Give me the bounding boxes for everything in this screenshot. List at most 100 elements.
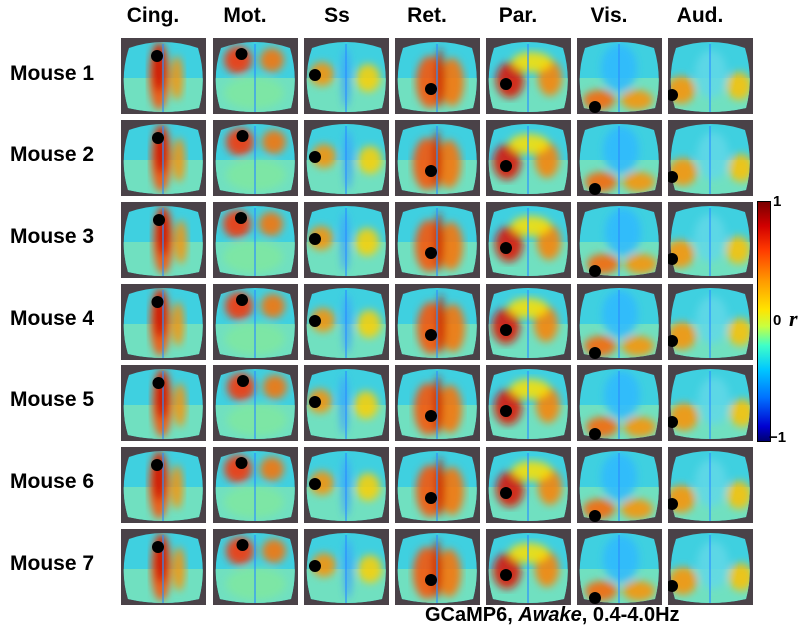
- column-header-par: Par.: [498, 4, 538, 27]
- seed-dot: [309, 233, 321, 245]
- colorbar-max-label: 1: [773, 193, 782, 210]
- correlation-map-tile: [577, 529, 662, 605]
- seed-dot: [309, 560, 321, 572]
- seed-dot: [153, 214, 165, 226]
- correlation-map-tile: [577, 202, 662, 278]
- seed-dot: [425, 247, 437, 259]
- correlation-map-tile: [395, 365, 480, 441]
- correlation-map-tile: [668, 284, 753, 360]
- correlation-map-tile: [668, 529, 753, 605]
- column-header-aud: Aud.: [676, 4, 724, 27]
- correlation-map-tile: [577, 447, 662, 523]
- seed-dot: [668, 498, 678, 510]
- correlation-map-tile: [304, 202, 389, 278]
- row-label-mouse-4: Mouse 4: [10, 307, 95, 330]
- caption-part1: GCaMP6,: [425, 604, 519, 626]
- correlation-map-tile: [121, 202, 206, 278]
- correlation-map-tile: [121, 38, 206, 114]
- colorbar-mid-label: 0: [773, 312, 782, 329]
- correlation-map-tile: [213, 120, 298, 196]
- correlation-map-tile: [668, 447, 753, 523]
- seed-dot: [668, 335, 678, 347]
- correlation-map-tile: [121, 120, 206, 196]
- seed-dot: [236, 539, 249, 551]
- colorbar-symbol: r: [789, 306, 798, 331]
- correlation-map-tile: [121, 284, 206, 360]
- correlation-map-tile: [304, 284, 389, 360]
- correlation-map-tile: [577, 365, 662, 441]
- correlation-map-tile: [577, 284, 662, 360]
- seed-dot: [500, 78, 512, 90]
- correlation-map-tile: [304, 38, 389, 114]
- correlation-map-tile: [121, 447, 206, 523]
- correlation-map-tile: [213, 284, 298, 360]
- seed-dot: [589, 592, 601, 604]
- correlation-map-tile: [213, 38, 298, 114]
- correlation-map-tile: [213, 202, 298, 278]
- seed-dot: [500, 405, 512, 417]
- seed-dot: [589, 183, 601, 195]
- correlation-map-tile: [213, 365, 298, 441]
- correlation-map-tile: [668, 120, 753, 196]
- seed-dot: [235, 48, 248, 60]
- seed-dot: [309, 315, 321, 327]
- seed-dot: [237, 375, 249, 387]
- seed-dot: [500, 569, 512, 581]
- correlation-map-tile: [395, 202, 480, 278]
- seed-dot: [151, 296, 164, 308]
- row-label-mouse-3: Mouse 3: [10, 225, 95, 248]
- column-header-ret: Ret.: [407, 4, 447, 27]
- figure-caption: GCaMP6, Awake, 0.4-4.0Hz: [425, 604, 680, 627]
- caption-state: Awake: [518, 604, 582, 626]
- correlation-map-tile: [395, 284, 480, 360]
- seed-dot: [425, 492, 437, 504]
- seed-dot: [500, 324, 512, 336]
- correlation-map-tile: [121, 365, 206, 441]
- seed-dot: [500, 242, 512, 254]
- seed-dot: [152, 377, 165, 389]
- column-header-vis: Vis.: [590, 4, 628, 27]
- caption-part3: , 0.4-4.0Hz: [581, 604, 680, 626]
- correlation-map-tile: [486, 202, 571, 278]
- correlation-map-tile: [395, 447, 480, 523]
- correlation-map-tile: [213, 447, 298, 523]
- seed-dot: [151, 50, 163, 62]
- column-header-mot: Mot.: [223, 4, 267, 27]
- seed-dot: [668, 253, 678, 265]
- colorbar: [757, 201, 771, 442]
- seed-dot: [235, 457, 248, 469]
- correlation-map-tile: [486, 120, 571, 196]
- correlation-map-tile: [668, 365, 753, 441]
- correlation-map-tile: [486, 365, 571, 441]
- seed-dot: [425, 83, 437, 95]
- correlation-map-tile: [486, 284, 571, 360]
- column-header-ss: Ss: [324, 4, 350, 27]
- seed-dot: [425, 165, 437, 177]
- row-label-mouse-5: Mouse 5: [10, 388, 95, 411]
- seed-dot: [309, 151, 321, 163]
- seed-dot: [668, 416, 678, 428]
- correlation-map-tile: [668, 202, 753, 278]
- correlation-map-tile: [121, 529, 206, 605]
- seed-dot: [425, 410, 437, 422]
- correlation-map-tile: [486, 38, 571, 114]
- correlation-map-tile: [304, 447, 389, 523]
- seed-dot: [500, 160, 512, 172]
- row-label-mouse-7: Mouse 7: [10, 552, 95, 575]
- seed-dot: [589, 265, 601, 277]
- row-label-mouse-6: Mouse 6: [10, 470, 95, 493]
- seed-dot: [152, 541, 164, 553]
- seed-dot: [236, 294, 248, 306]
- correlation-map-tile: [213, 529, 298, 605]
- correlation-map-tile: [395, 529, 480, 605]
- correlation-map-tile: [486, 529, 571, 605]
- seed-dot: [589, 101, 601, 113]
- seed-dot: [668, 89, 678, 101]
- seed-dot: [151, 459, 163, 471]
- correlation-map-tile: [577, 38, 662, 114]
- seed-dot: [589, 347, 601, 359]
- seed-dot: [589, 510, 601, 522]
- seed-dot: [668, 580, 678, 592]
- row-label-mouse-2: Mouse 2: [10, 143, 95, 166]
- row-label-mouse-1: Mouse 1: [10, 62, 95, 85]
